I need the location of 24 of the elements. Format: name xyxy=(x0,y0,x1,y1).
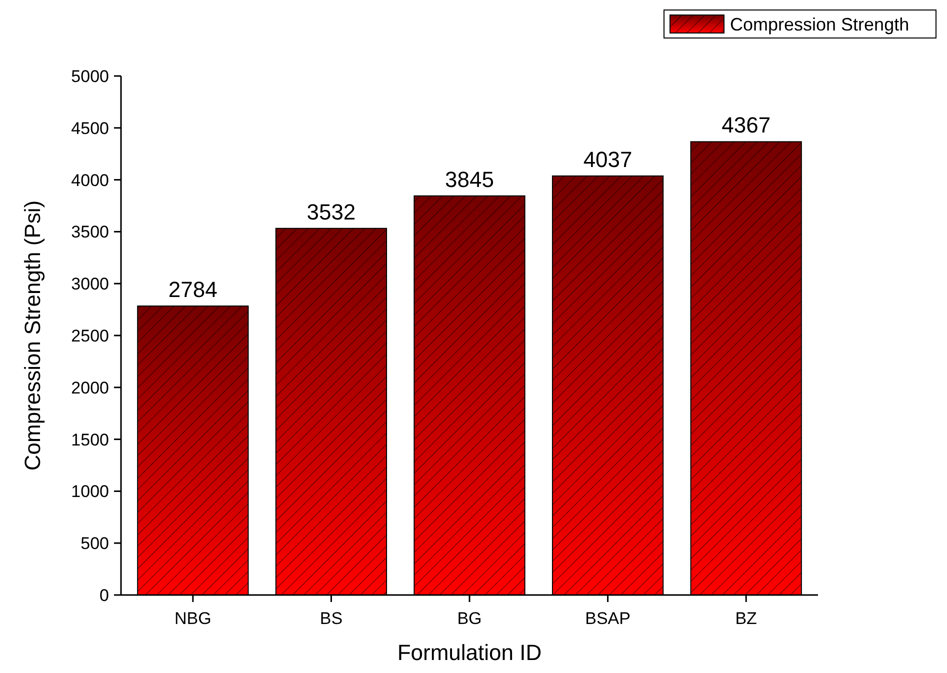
data-label: 4037 xyxy=(583,146,632,172)
y-tick-label: 3000 xyxy=(71,274,109,294)
y-tick-label: 2000 xyxy=(71,378,109,398)
x-tick-label: BG xyxy=(457,609,482,628)
x-tick-label: BZ xyxy=(735,609,757,628)
x-tick-label: NBG xyxy=(174,609,212,628)
y-tick-label: 4500 xyxy=(71,118,109,138)
y-tick-label: 0 xyxy=(100,586,109,605)
y-tick-label: 1500 xyxy=(71,430,109,450)
data-label: 4367 xyxy=(722,112,771,138)
data-label: 3532 xyxy=(306,199,356,224)
y-tick-label: 4000 xyxy=(71,170,109,190)
y-tick-label: 3500 xyxy=(71,222,109,242)
x-axis-title: Formulation ID xyxy=(397,640,542,665)
data-label: 3845 xyxy=(445,166,494,192)
y-tick-label: 1000 xyxy=(71,482,109,502)
y-tick-label: 2500 xyxy=(71,326,109,346)
data-label: 2784 xyxy=(168,277,218,302)
x-tick-label: BSAP xyxy=(585,609,630,628)
y-tick-label: 5000 xyxy=(71,66,109,86)
legend-label: Compression Strength xyxy=(730,14,910,34)
y-axis-title: Compression Strength (Psi) xyxy=(20,200,45,471)
y-tick-label: 500 xyxy=(80,534,109,554)
x-tick-label: BS xyxy=(320,609,343,628)
